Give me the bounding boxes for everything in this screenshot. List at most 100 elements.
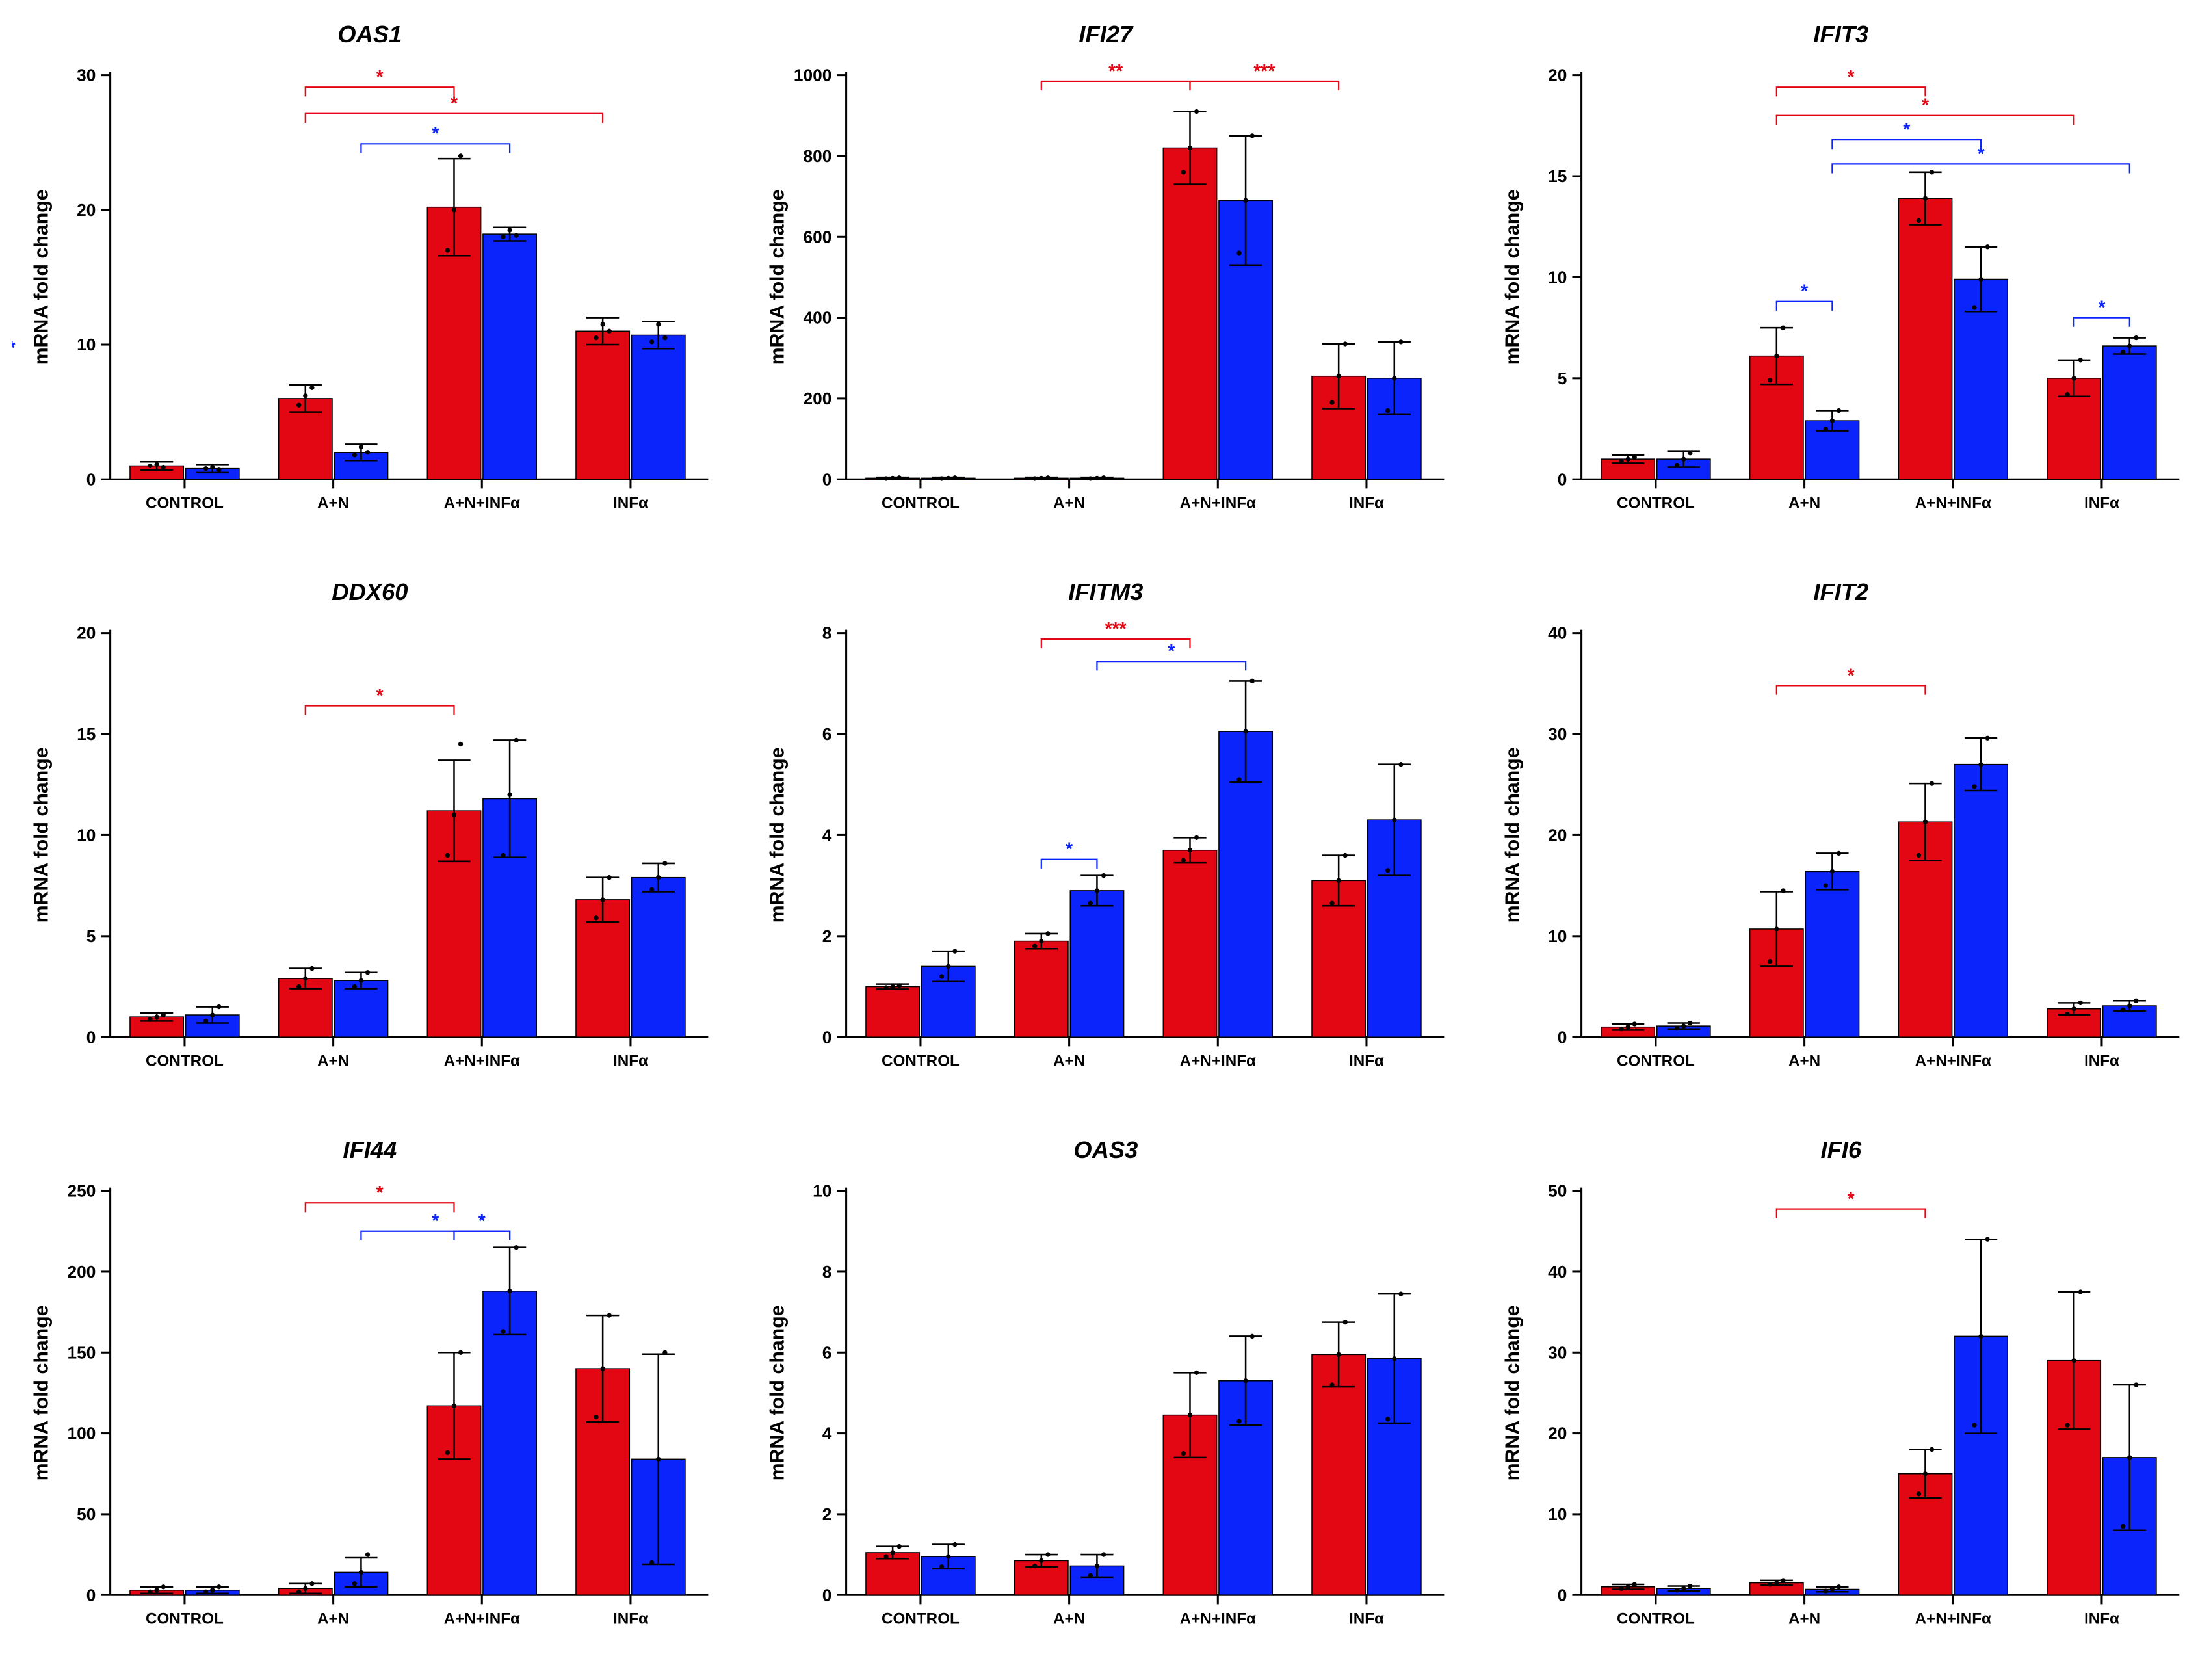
data-point: [883, 1555, 888, 1559]
data-point: [1032, 944, 1037, 949]
data-point: [1101, 1552, 1106, 1556]
data-point: [607, 329, 612, 334]
data-point: [1385, 408, 1390, 413]
data-point: [445, 248, 450, 252]
y-tick-label: 250: [68, 1181, 96, 1201]
data-point: [216, 1004, 221, 1009]
data-point: [1342, 341, 1347, 346]
y-tick-label: 5: [1558, 369, 1567, 388]
bar-blue: [1954, 765, 2008, 1038]
x-tick-label: INFα: [613, 495, 648, 512]
y-tick-label: 200: [68, 1262, 96, 1281]
data-point: [1243, 729, 1248, 733]
data-point: [1342, 1320, 1347, 1324]
x-tick-label: A+N: [1053, 1610, 1085, 1628]
data-point: [607, 875, 612, 880]
data-point: [896, 475, 901, 480]
x-tick-label: A+N+INFα: [444, 495, 520, 512]
y-tick-label: 6: [822, 1343, 831, 1362]
data-point: [1187, 146, 1192, 150]
significance-bracket: [1833, 140, 1982, 149]
x-tick-label: A+N: [317, 495, 349, 512]
significance-bracket: [1777, 302, 1833, 311]
data-point: [1979, 277, 1983, 282]
data-point: [1681, 456, 1686, 461]
data-point: [1194, 835, 1199, 840]
data-point: [896, 1544, 901, 1549]
y-tick-label: 5: [86, 926, 96, 946]
bar-red: [1163, 850, 1216, 1037]
data-point: [2072, 1358, 2076, 1363]
data-point: [1626, 456, 1630, 461]
significance-bracket: [1777, 685, 1926, 694]
data-point: [1249, 1334, 1254, 1339]
y-tick-label: 1000: [794, 66, 831, 85]
data-point: [1039, 939, 1043, 943]
y-axis-label: mRNA fold change: [1502, 1305, 1524, 1480]
x-tick-label: A+N+INFα: [1915, 495, 1991, 512]
data-point: [883, 985, 888, 990]
data-point: [154, 1014, 159, 1019]
y-tick-label: 40: [1548, 1262, 1567, 1281]
data-point: [896, 983, 901, 988]
data-point: [1243, 1378, 1248, 1383]
data-point: [203, 1590, 208, 1594]
significance-bracket: [361, 1231, 510, 1240]
data-point: [309, 1581, 314, 1586]
data-point: [1972, 1423, 1977, 1428]
data-point: [1619, 1586, 1624, 1591]
data-point: [1985, 736, 1990, 741]
data-point: [1781, 888, 1786, 893]
data-point: [148, 464, 152, 468]
data-point: [1930, 170, 1934, 174]
significance-bracket: [1041, 860, 1097, 869]
data-point: [514, 233, 519, 238]
data-point: [1045, 931, 1050, 936]
y-axis-label: mRNA fold change: [31, 1305, 53, 1480]
bar-blue: [2103, 346, 2156, 479]
significance-label: *: [1168, 640, 1175, 661]
x-tick-label: A+N+INFα: [1179, 495, 1255, 512]
data-point: [2127, 1455, 2132, 1460]
data-point: [2072, 376, 2076, 380]
significance-label: *: [2099, 297, 2106, 318]
data-point: [1768, 959, 1772, 964]
y-tick-label: 0: [1558, 469, 1567, 489]
chart-panel: OAS1mRNA fold change0102030CONTROLA+NA+N…: [12, 9, 728, 555]
y-tick-label: 8: [822, 623, 831, 643]
bar-blue: [483, 1291, 536, 1595]
data-point: [1985, 1237, 1990, 1242]
data-point: [1774, 354, 1779, 358]
data-point: [296, 984, 301, 989]
x-tick-label: INFα: [1349, 495, 1384, 512]
data-point: [1194, 109, 1199, 114]
data-point: [656, 1457, 661, 1462]
y-tick-label: 10: [77, 335, 96, 354]
data-point: [365, 1552, 370, 1556]
significance-bracket: [306, 706, 454, 715]
x-tick-label: CONTROL: [882, 495, 960, 512]
x-tick-label: INFα: [2084, 1610, 2119, 1628]
bar-red: [1312, 1354, 1365, 1595]
data-point: [594, 1415, 598, 1419]
y-tick-label: 8: [822, 1262, 831, 1281]
data-point: [1385, 868, 1390, 873]
data-point: [352, 1581, 357, 1586]
y-tick-label: 30: [1548, 724, 1567, 744]
significance-bracket: [1833, 164, 2130, 173]
data-point: [952, 949, 957, 953]
bar-blue: [483, 234, 536, 479]
x-tick-label: CONTROL: [1617, 1053, 1695, 1070]
y-axis-label: mRNA fold change: [766, 747, 788, 923]
y-tick-label: 400: [803, 308, 831, 328]
data-point: [1094, 476, 1099, 480]
data-point: [1039, 1558, 1043, 1563]
data-point: [1181, 1451, 1185, 1456]
data-point: [2078, 1289, 2083, 1294]
significance-label: *: [376, 1182, 384, 1203]
x-tick-label: A+N+INFα: [1915, 1610, 1991, 1628]
significance-bracket: [1097, 661, 1246, 670]
data-point: [352, 984, 357, 989]
chart-title: IFI6: [1821, 1136, 1862, 1163]
x-tick-label: CONTROL: [882, 1610, 960, 1628]
